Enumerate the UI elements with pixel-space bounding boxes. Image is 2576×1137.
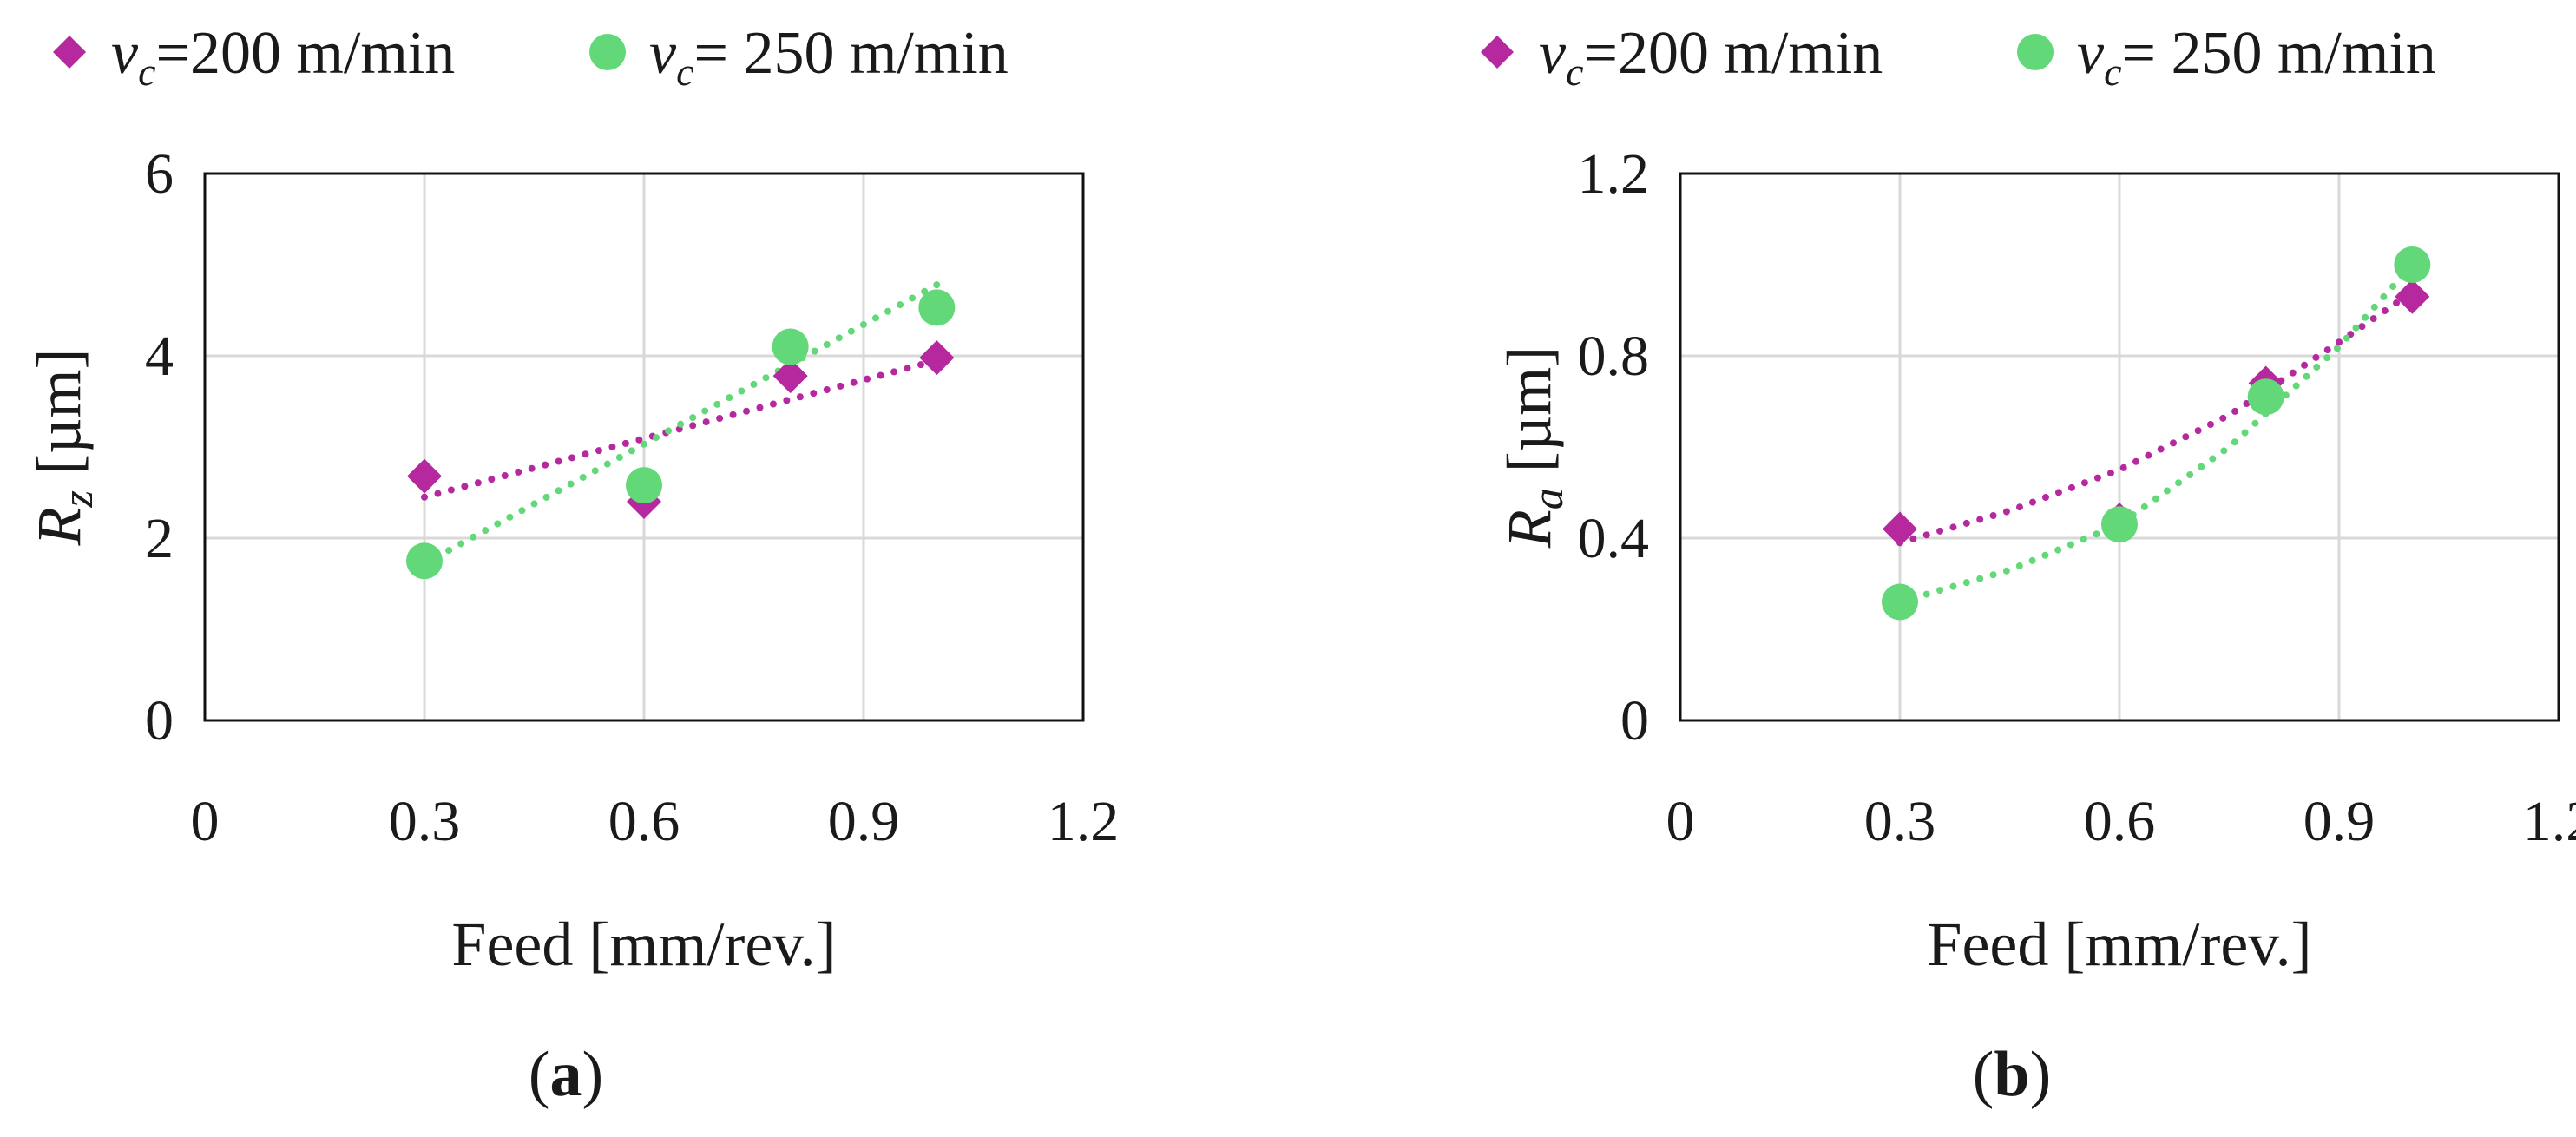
y-tick-label: 0.4	[1578, 507, 1650, 570]
legend-symbol: v	[649, 20, 677, 87]
trendline-series-1	[421, 357, 941, 501]
panel-label-close: )	[582, 1039, 604, 1110]
x-axis-title: Feed [mm/rev.]	[1927, 910, 2311, 979]
data-point-circle	[626, 467, 662, 504]
data-point-circle	[2101, 506, 2138, 543]
legend-text: =200 m/min	[1584, 20, 1883, 87]
legend-label: vc=200 m/min	[111, 20, 455, 94]
data-point-circle	[772, 328, 809, 365]
panel-label-open: (	[529, 1039, 550, 1110]
data-point-circle	[2247, 378, 2284, 416]
data-point-circle	[1882, 583, 1918, 621]
data-point-diamond	[772, 358, 808, 394]
panel-label-open: (	[1973, 1039, 1994, 1110]
data-point-circle	[406, 542, 443, 580]
legend-subscript: c	[676, 49, 693, 94]
legend: vc=200 m/min vc= 250 m/min	[1481, 20, 2436, 94]
y-tick-label: 6	[145, 142, 174, 206]
legend-subscript: c	[2104, 49, 2121, 94]
data-point-circle	[2394, 246, 2431, 283]
data-point-diamond	[2395, 279, 2430, 314]
x-tick-label: 0.3	[389, 790, 461, 853]
y-tick-label: 1.2	[1578, 142, 1650, 206]
x-tick-label: 0.9	[2303, 790, 2376, 853]
y-axis-subscript: z	[53, 490, 102, 508]
y-axis-unit: [µm]	[24, 349, 94, 490]
panel-label: (a)	[529, 1039, 603, 1110]
x-tick-label: 1.2	[2523, 790, 2576, 853]
x-tick-label: 0	[1666, 790, 1695, 853]
legend-marker-diamond	[1481, 36, 1514, 69]
legend-label: vc= 250 m/min	[2077, 20, 2436, 94]
legend-marker-circle	[2017, 34, 2054, 70]
data-point-diamond	[1883, 511, 1917, 547]
panel-label-letter: a	[550, 1039, 582, 1110]
y-tick-label: 0	[145, 689, 174, 753]
legend: vc=200 m/min vc= 250 m/min	[53, 20, 1009, 94]
legend-symbol: v	[2077, 20, 2105, 87]
plot-area-frame	[1679, 172, 2560, 722]
y-tick-label: 4	[145, 325, 174, 388]
x-tick-label: 0.9	[828, 790, 900, 853]
legend-subscript: c	[1566, 49, 1583, 94]
legend-label: vc=200 m/min	[1539, 20, 1883, 94]
legend-marker-diamond	[53, 36, 86, 69]
data-point-diamond	[919, 340, 955, 376]
panel-label-letter: b	[1994, 1039, 2029, 1110]
x-tick-label: 1.2	[1048, 790, 1120, 853]
trendline-series-1	[1896, 288, 2416, 547]
data-point-circle	[918, 289, 956, 326]
y-axis-subscript: a	[1523, 488, 1572, 509]
y-tick-label: 2	[145, 507, 174, 570]
legend-symbol: v	[111, 20, 139, 87]
plot-area-frame	[203, 172, 1085, 722]
y-axis-title: Rz [µm]	[24, 349, 102, 547]
y-axis-unit: [µm]	[1495, 346, 1564, 488]
data-point-diamond	[407, 458, 442, 494]
y-axis-symbol: R	[24, 507, 94, 546]
legend-label: vc= 250 m/min	[649, 20, 1009, 94]
legend-text: = 250 m/min	[2122, 20, 2436, 87]
legend-text: =200 m/min	[156, 20, 456, 87]
y-tick-label: 0	[1620, 689, 1649, 753]
legend-symbol: v	[1539, 20, 1567, 87]
trendline-series-2	[421, 281, 941, 568]
x-tick-label: 0.6	[608, 790, 680, 853]
chart-panel-b: 0 0.3 0.6 0.9 1.2 0 0.4 0.8 1.2 Feed [mm/rev.] Ra …	[1481, 20, 2576, 1110]
x-tick-label: 0	[191, 790, 220, 853]
legend-text: = 250 m/min	[694, 20, 1009, 87]
x-tick-label: 0.6	[2084, 790, 2156, 853]
legend-subscript: c	[138, 49, 155, 94]
x-tick-label: 0.3	[1864, 790, 1936, 853]
y-axis-title: Ra [µm]	[1495, 346, 1572, 549]
trendline-series-2	[1896, 261, 2416, 606]
y-axis-symbol: R	[1495, 509, 1564, 549]
y-tick-label: 0.8	[1578, 325, 1650, 388]
x-axis-title: Feed [mm/rev.]	[451, 910, 836, 979]
panel-label-close: )	[2030, 1039, 2052, 1110]
legend-marker-circle	[589, 34, 626, 70]
panel-label: (b)	[1973, 1039, 2051, 1110]
